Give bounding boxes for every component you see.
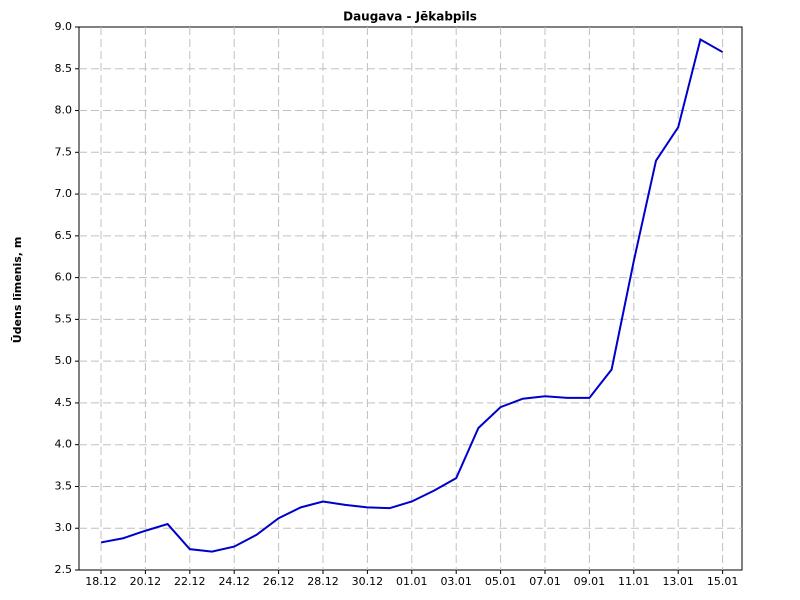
y-tick-label: 4.0 <box>55 438 73 451</box>
x-tick-label: 20.12 <box>130 575 162 588</box>
y-tick-label: 3.5 <box>55 479 73 492</box>
x-tick-label: 03.01 <box>440 575 472 588</box>
y-tick-label: 8.5 <box>55 62 73 75</box>
y-tick-label: 4.5 <box>55 396 73 409</box>
x-tick-label: 13.01 <box>662 575 694 588</box>
x-tick-label: 26.12 <box>263 575 295 588</box>
x-tick-label: 15.01 <box>707 575 739 588</box>
x-tick-label: 18.12 <box>85 575 117 588</box>
chart-title: Daugava - Jēkabpils <box>343 10 477 24</box>
y-tick-label: 2.5 <box>55 563 73 576</box>
y-axis-label: Ūdens līmenis, m <box>11 237 24 344</box>
y-tick-label: 7.0 <box>55 187 73 200</box>
data-line <box>100 38 724 553</box>
y-tick-label: 3.0 <box>55 521 73 534</box>
y-tick-label: 9.0 <box>55 20 73 33</box>
x-tick-label: 11.01 <box>618 575 650 588</box>
y-tick-label: 5.5 <box>55 312 73 325</box>
x-tick-label: 22.12 <box>174 575 206 588</box>
y-tick-label: 5.0 <box>55 354 73 367</box>
x-tick-label: 28.12 <box>307 575 339 588</box>
plot-frame <box>78 26 743 571</box>
x-tick-label: 09.01 <box>574 575 606 588</box>
y-tick-label: 8.0 <box>55 104 73 117</box>
y-tick-label: 6.5 <box>55 229 73 242</box>
y-tick-label: 7.5 <box>55 145 73 158</box>
x-tick-label: 24.12 <box>218 575 250 588</box>
x-tick-label: 05.01 <box>485 575 517 588</box>
x-tick-label: 07.01 <box>529 575 561 588</box>
x-tick-label: 30.12 <box>352 575 384 588</box>
x-tick-label: 01.01 <box>396 575 428 588</box>
y-tick-label: 6.0 <box>55 271 73 284</box>
